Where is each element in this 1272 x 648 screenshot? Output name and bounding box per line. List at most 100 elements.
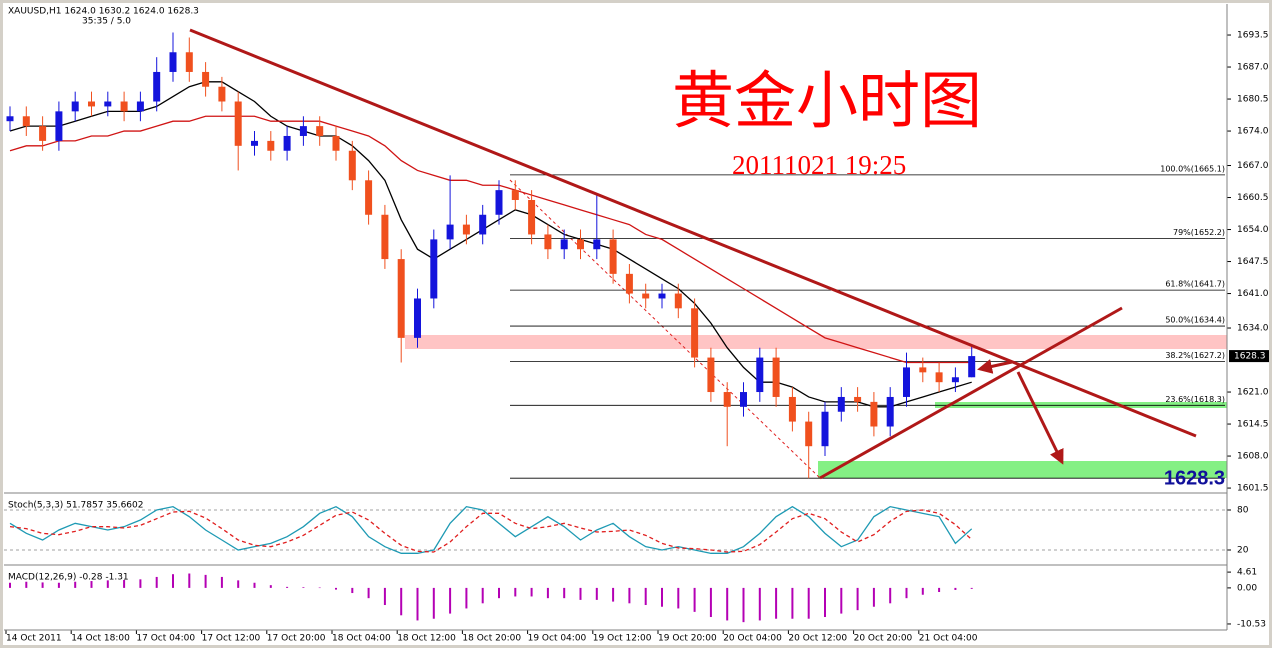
candle-body bbox=[854, 396, 862, 402]
y-tick-label: 80 bbox=[1237, 506, 1249, 516]
x-tick-label: 18 Oct 20:00 bbox=[462, 634, 521, 644]
candle-body bbox=[837, 396, 845, 412]
histogram-bar bbox=[889, 587, 892, 604]
histogram-bar bbox=[302, 587, 305, 588]
y-tick-label: 1634.0 bbox=[1237, 324, 1269, 334]
candle-body bbox=[821, 411, 829, 447]
candle-body bbox=[968, 356, 976, 378]
histogram-bar bbox=[220, 576, 223, 588]
fib-label: 50.0%(1634.4) bbox=[1165, 316, 1225, 325]
moving-average bbox=[9, 115, 972, 364]
candle-body bbox=[903, 367, 910, 397]
histogram-bar bbox=[791, 587, 794, 619]
candle-body bbox=[756, 357, 764, 393]
histogram-bar bbox=[726, 587, 729, 621]
candle-body bbox=[528, 199, 536, 235]
histogram-bar bbox=[237, 580, 240, 588]
candle-body bbox=[88, 101, 95, 107]
price-marker bbox=[1229, 350, 1269, 363]
candle-body bbox=[674, 293, 682, 309]
candle-body bbox=[935, 372, 943, 383]
candle-body bbox=[544, 234, 552, 250]
candle-body bbox=[788, 396, 796, 422]
histogram-bar bbox=[563, 587, 566, 599]
histogram-bar bbox=[74, 581, 77, 588]
candle-body bbox=[397, 259, 405, 338]
histogram-bar bbox=[758, 587, 761, 621]
uptrend-line bbox=[819, 306, 1123, 480]
candle-body bbox=[446, 224, 454, 240]
target-zone bbox=[818, 461, 1227, 478]
x-tick-label: 20 Oct 04:00 bbox=[723, 634, 782, 644]
histogram-bar bbox=[546, 587, 549, 599]
candle-body bbox=[71, 101, 79, 112]
histogram-bar bbox=[432, 587, 435, 619]
y-tick-label: -10.53 bbox=[1237, 619, 1266, 629]
histogram-bar bbox=[498, 587, 500, 599]
histogram-bar bbox=[514, 587, 517, 597]
candle-body bbox=[153, 71, 161, 102]
histogram-bar bbox=[693, 587, 696, 612]
histogram-bar bbox=[204, 574, 207, 588]
timer: 35:35 / 5.0 bbox=[82, 17, 131, 27]
candle-body bbox=[495, 190, 503, 215]
candle-body bbox=[658, 293, 666, 299]
candle-body bbox=[202, 71, 210, 87]
candle-body bbox=[120, 101, 128, 112]
candle-body bbox=[479, 214, 487, 235]
candle-body bbox=[169, 52, 177, 72]
histogram-bar bbox=[57, 582, 60, 588]
y-tick-label: 1693.5 bbox=[1237, 31, 1269, 41]
candle-body bbox=[22, 116, 30, 127]
histogram-bar bbox=[644, 587, 647, 606]
histogram-bar bbox=[449, 587, 452, 614]
candle-body bbox=[104, 101, 112, 107]
candle-body bbox=[267, 140, 275, 151]
histogram-bar bbox=[840, 587, 843, 614]
histogram-bar bbox=[25, 581, 28, 588]
candle-body bbox=[951, 377, 959, 383]
candle-body bbox=[6, 116, 14, 122]
y-tick-label: 1660.5 bbox=[1237, 193, 1269, 203]
candle-body bbox=[593, 239, 601, 250]
histogram-bar bbox=[628, 587, 631, 604]
symbol-line: XAUUSD,H1 1624.0 1630.2 1624.0 1628.3 bbox=[8, 7, 199, 17]
annotation-layer bbox=[405, 179, 1227, 479]
candle-body bbox=[251, 140, 258, 146]
histogram-bar bbox=[367, 587, 370, 599]
candle-body bbox=[136, 101, 144, 112]
histogram-bar bbox=[9, 582, 11, 588]
candle-body bbox=[577, 239, 584, 250]
histogram-bar bbox=[954, 587, 957, 590]
histogram-bar bbox=[318, 587, 321, 589]
fib-label: 79%(1652.2) bbox=[1173, 228, 1225, 237]
y-tick-label: 20 bbox=[1237, 546, 1249, 556]
candle-body bbox=[414, 298, 421, 338]
chart-background bbox=[3, 3, 1269, 645]
histogram-bar bbox=[872, 587, 875, 607]
histogram-bar bbox=[824, 587, 826, 618]
candle-body bbox=[609, 239, 617, 274]
fib-label: 61.8%(1641.7) bbox=[1165, 280, 1225, 289]
histogram-bar bbox=[905, 587, 908, 599]
y-tick-label: 0.00 bbox=[1237, 583, 1257, 593]
candle-body bbox=[430, 239, 438, 299]
moving-average bbox=[9, 81, 972, 408]
candle-body bbox=[218, 86, 226, 102]
candle-body bbox=[299, 126, 307, 136]
histogram-bar bbox=[595, 587, 598, 600]
x-tick-label: 17 Oct 12:00 bbox=[202, 634, 261, 644]
candle-body bbox=[511, 190, 519, 200]
y-tick-label: 4.61 bbox=[1237, 568, 1257, 578]
candle-body bbox=[316, 126, 324, 136]
trend-annotations bbox=[189, 28, 1197, 480]
indicator-title: MACD(12,26,9) -0.28 -1.31 bbox=[8, 573, 129, 583]
y-tick-label: 1601.5 bbox=[1237, 484, 1269, 494]
arrow bbox=[1016, 371, 1064, 465]
y-tick-label: 1654.0 bbox=[1237, 225, 1269, 235]
histogram-bar bbox=[677, 587, 680, 609]
candle-body bbox=[740, 392, 747, 407]
candle-body bbox=[642, 293, 650, 299]
candle-body bbox=[55, 111, 63, 141]
candle-body bbox=[332, 135, 340, 151]
